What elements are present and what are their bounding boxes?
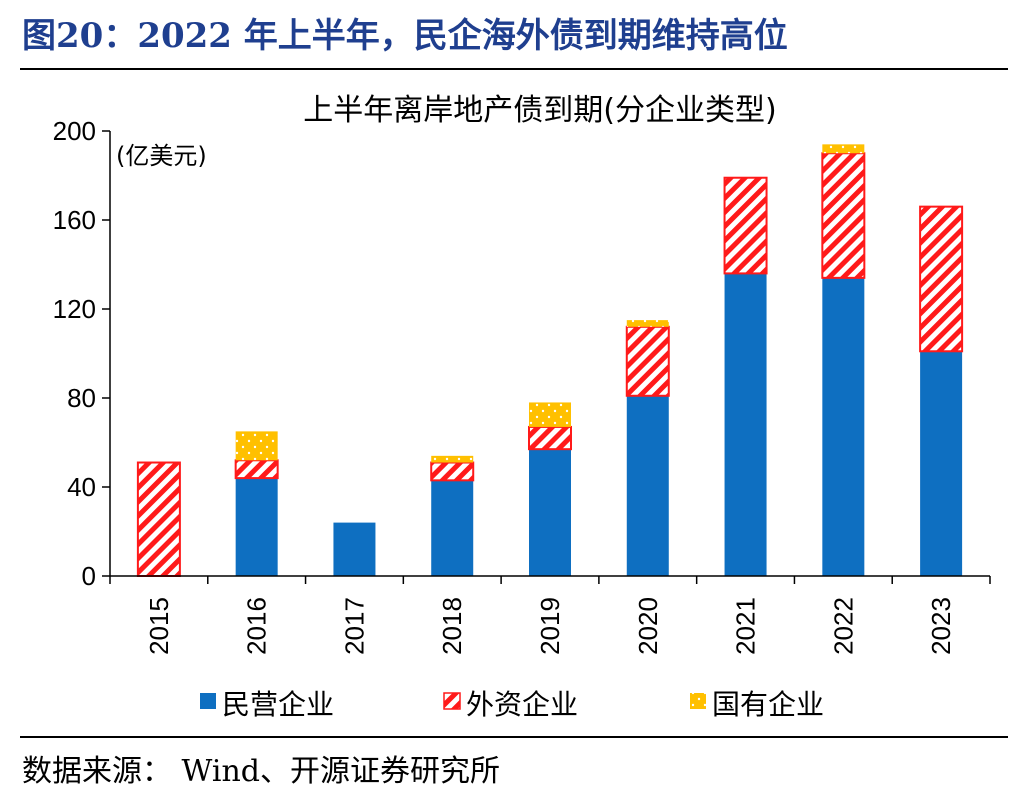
bar-private-2018	[431, 480, 474, 576]
bar-private-2019	[529, 449, 571, 576]
x-tick-label-2017: 2017	[339, 597, 369, 655]
legend-label-state: 国有企业	[712, 688, 824, 721]
bar-private-2020	[626, 395, 669, 576]
bar-state-2018	[431, 455, 474, 463]
source-note: 数据来源： Wind、开源证券研究所	[22, 754, 500, 789]
legend-label-private: 民营企业	[222, 688, 334, 721]
bar-foreign-2018	[430, 461, 475, 482]
y-tick-label-40: 40	[67, 472, 96, 502]
stacked-bar-chart: 上半年离岸地产债到期(分企业类型) (亿美元) 0 40 80 120 160 200 20…	[53, 93, 991, 721]
bar-private-2017	[333, 522, 376, 576]
bar-foreign-2015	[136, 461, 181, 577]
x-tick-label-2020: 2020	[633, 597, 663, 655]
x-tick-label-2022: 2022	[828, 597, 858, 655]
bar-private-2021	[724, 273, 767, 576]
bar-state-2016	[235, 431, 278, 461]
legend-swatch-private	[200, 693, 216, 709]
x-tick-label-2015: 2015	[144, 597, 174, 655]
y-tick-label-160: 160	[53, 205, 96, 235]
bar-foreign-2021	[723, 176, 768, 275]
bar-foreign-2016	[234, 459, 279, 480]
legend-swatch-foreign	[443, 692, 461, 710]
bar-foreign-2020	[625, 325, 670, 397]
legend-label-foreign: 外资企业	[466, 688, 578, 721]
chart-title: 上半年离岸地产债到期(分企业类型)	[303, 93, 776, 128]
bar-state-2022	[822, 144, 865, 154]
bottom-rule	[20, 736, 1008, 738]
x-tick-label-2023: 2023	[926, 597, 956, 655]
x-tick-label-2021: 2021	[731, 597, 761, 655]
y-tick-label-200: 200	[53, 116, 96, 146]
x-tick-label-2018: 2018	[437, 597, 467, 655]
bar-private-2022	[822, 277, 865, 576]
y-tick-label-80: 80	[67, 383, 96, 413]
legend-swatch-state	[690, 693, 706, 709]
bar-foreign-2022	[821, 152, 866, 279]
bar-private-2016	[235, 478, 278, 576]
figure-title: 图20：2022 年上半年，民企海外债到期维持高位	[22, 16, 788, 56]
y-tick-label-120: 120	[53, 294, 96, 324]
bar-private-2023	[920, 351, 963, 576]
bar-foreign-2023	[919, 205, 964, 353]
x-tick-label-2016: 2016	[242, 597, 272, 655]
bar-state-2019	[529, 402, 571, 427]
top-rule	[20, 68, 1008, 70]
bar-foreign-2019	[528, 425, 572, 451]
bar-state-2020	[626, 320, 669, 327]
y-unit-label: (亿美元)	[116, 142, 207, 170]
y-tick-label-0: 0	[82, 561, 96, 591]
x-tick-label-2019: 2019	[535, 597, 565, 655]
